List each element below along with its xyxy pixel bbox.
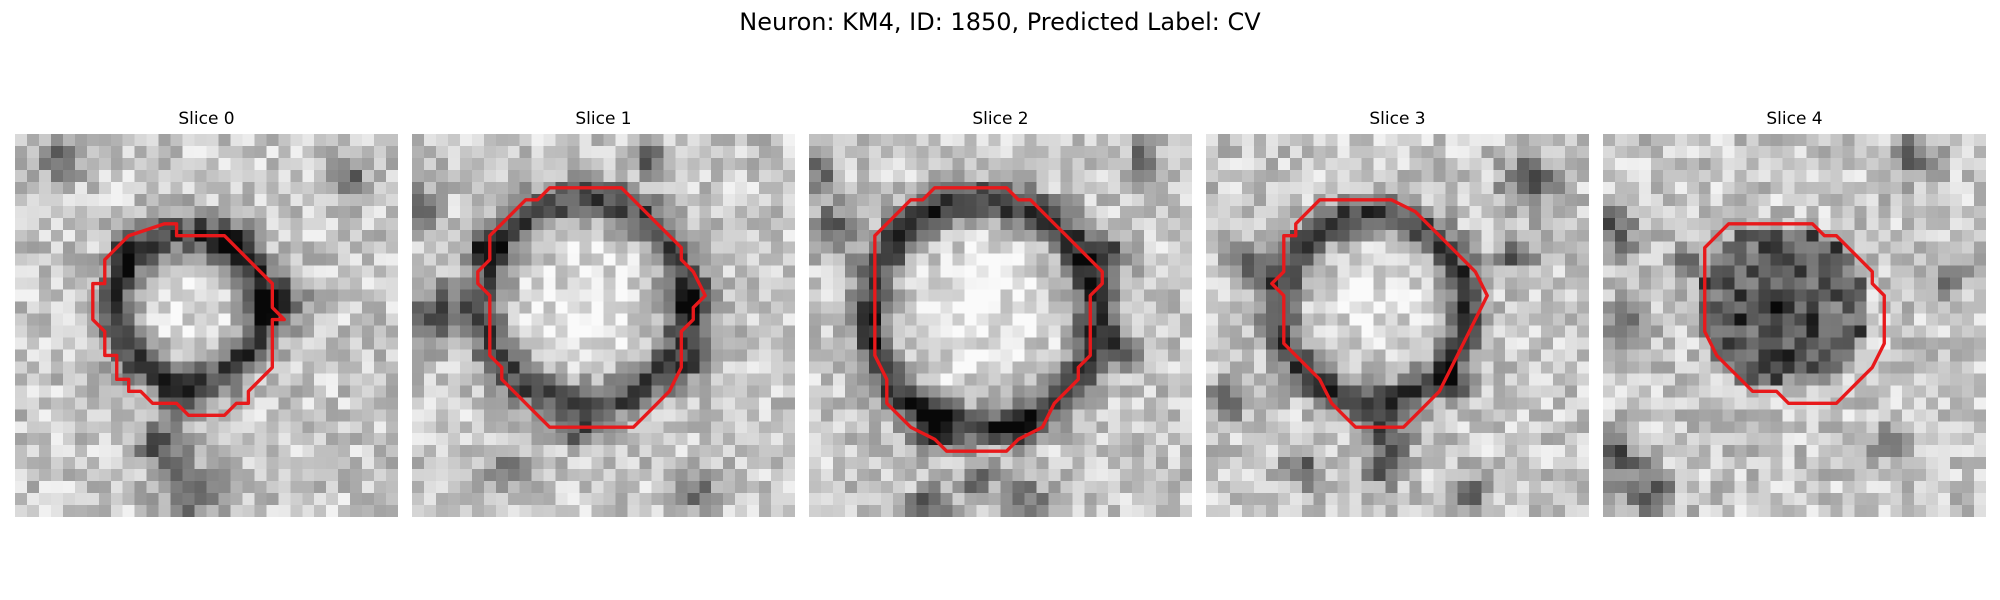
slice-image bbox=[412, 134, 795, 517]
slice-title: Slice 1 bbox=[575, 109, 632, 129]
slice-image bbox=[809, 134, 1192, 517]
contour-line bbox=[873, 186, 1104, 453]
segmentation-contour bbox=[1703, 222, 1886, 405]
segmentation-contour bbox=[873, 186, 1104, 453]
segmentation-contour bbox=[476, 186, 707, 429]
slice-title: Slice 2 bbox=[972, 109, 1029, 129]
contour-line bbox=[1270, 198, 1489, 429]
micrograph-canvas bbox=[412, 134, 795, 517]
micrograph-canvas bbox=[1603, 134, 1986, 517]
micrograph-canvas bbox=[1206, 134, 1589, 517]
figure-title: Neuron: KM4, ID: 1850, Predicted Label: … bbox=[739, 8, 1261, 36]
segmentation-contour bbox=[1270, 198, 1489, 429]
slice-title: Slice 3 bbox=[1369, 109, 1426, 129]
slice-title: Slice 4 bbox=[1766, 109, 1823, 129]
slice-panel-4: Slice 4 bbox=[1603, 108, 1986, 517]
slice-panel-2: Slice 2 bbox=[809, 108, 1192, 517]
slice-title: Slice 0 bbox=[178, 109, 235, 129]
slice-image bbox=[15, 134, 398, 517]
segmentation-contour bbox=[91, 222, 286, 417]
slice-image bbox=[1603, 134, 1986, 517]
contour-line bbox=[91, 222, 286, 417]
micrograph-canvas bbox=[809, 134, 1192, 517]
contour-line bbox=[476, 186, 707, 429]
slice-panel-1: Slice 1 bbox=[412, 108, 795, 517]
slice-panel-0: Slice 0 bbox=[15, 108, 398, 517]
slice-image bbox=[1206, 134, 1589, 517]
slice-panel-3: Slice 3 bbox=[1206, 108, 1589, 517]
micrograph-canvas bbox=[15, 134, 398, 517]
contour-line bbox=[1703, 222, 1886, 405]
